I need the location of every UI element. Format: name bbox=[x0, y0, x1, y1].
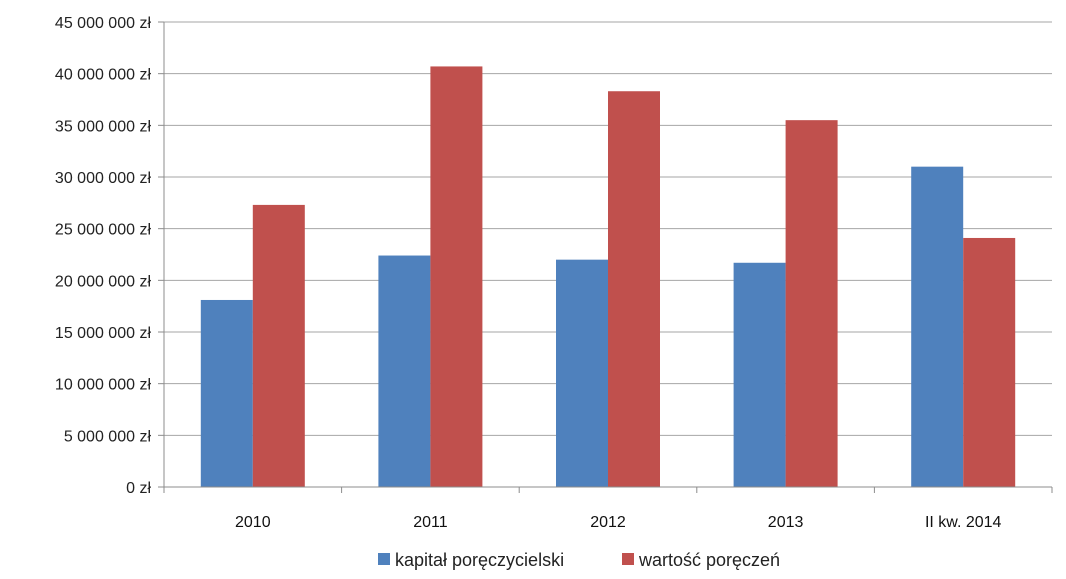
bar-wartosc-0 bbox=[252, 204, 305, 487]
y-tick-label: 5 000 000 zł bbox=[64, 428, 152, 445]
x-tick-label: II kw. 2014 bbox=[925, 514, 1002, 531]
x-axis-labels: 2010 2011 2012 2013 II kw. 2014 bbox=[235, 514, 1002, 531]
y-tick-label: 20 000 000 zł bbox=[55, 273, 152, 290]
y-tick-label: 30 000 000 zł bbox=[55, 170, 152, 187]
x-tick-label: 2011 bbox=[413, 514, 448, 531]
x-tick-label: 2013 bbox=[768, 514, 804, 531]
y-tick-label: 35 000 000 zł bbox=[55, 118, 152, 135]
y-tick-label: 0 zł bbox=[126, 480, 151, 497]
legend-label: wartość poręczeń bbox=[638, 550, 780, 570]
y-tick-label: 25 000 000 zł bbox=[55, 222, 152, 239]
legend-swatch bbox=[378, 553, 390, 565]
bar-wartosc-3 bbox=[785, 120, 838, 488]
y-tick-label: 10 000 000 zł bbox=[55, 377, 152, 394]
bar-kapital-2 bbox=[556, 259, 608, 487]
bar-wartosc-4 bbox=[963, 237, 1016, 487]
bar-wartosc-1 bbox=[430, 66, 483, 487]
legend-swatch bbox=[622, 553, 634, 565]
bar-kapital-4 bbox=[911, 166, 964, 487]
y-tick-label: 15 000 000 zł bbox=[55, 325, 152, 342]
bar-wartosc-2 bbox=[608, 91, 660, 487]
legend-label: kapitał poręczycielski bbox=[395, 550, 564, 570]
bar-kapital-0 bbox=[200, 299, 253, 487]
bar-kapital-1 bbox=[378, 255, 431, 487]
bar-kapital-3 bbox=[733, 262, 786, 487]
x-tick-label: 2012 bbox=[590, 514, 626, 531]
y-axis-ticks: 0 zł 5 000 000 zł 10 000 000 zł 15 000 000 … bbox=[55, 15, 164, 497]
y-tick-label: 45 000 000 zł bbox=[55, 15, 152, 32]
bars bbox=[200, 66, 1016, 488]
y-tick-label: 40 000 000 zł bbox=[55, 67, 152, 84]
x-tick-label: 2010 bbox=[235, 514, 271, 531]
legend: kapitał poręczycielski wartość poręczeń bbox=[378, 550, 780, 570]
axes bbox=[163, 22, 1053, 493]
